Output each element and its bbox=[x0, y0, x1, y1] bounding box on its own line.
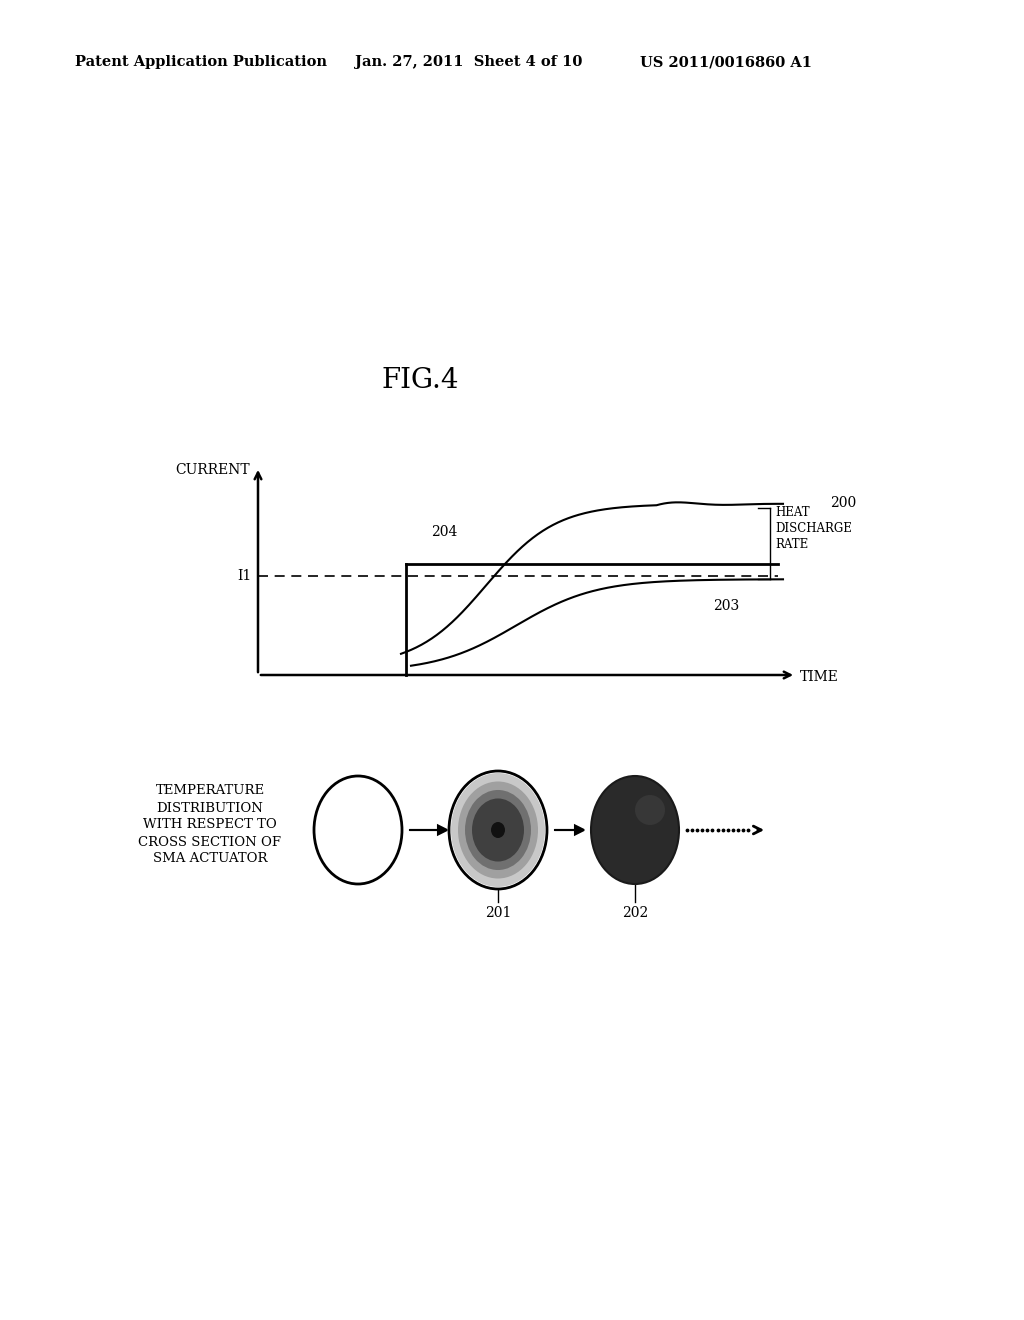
Ellipse shape bbox=[635, 795, 665, 825]
Ellipse shape bbox=[314, 776, 402, 884]
Ellipse shape bbox=[451, 774, 545, 887]
Text: 200: 200 bbox=[830, 496, 856, 510]
Text: Jan. 27, 2011  Sheet 4 of 10: Jan. 27, 2011 Sheet 4 of 10 bbox=[355, 55, 583, 69]
Text: CURRENT: CURRENT bbox=[175, 463, 250, 477]
Ellipse shape bbox=[449, 771, 547, 888]
Text: HEAT
DISCHARGE
RATE: HEAT DISCHARGE RATE bbox=[775, 506, 852, 550]
Text: I1: I1 bbox=[238, 569, 252, 583]
Ellipse shape bbox=[458, 781, 538, 879]
Ellipse shape bbox=[472, 799, 524, 862]
FancyArrow shape bbox=[555, 825, 584, 834]
Text: US 2011/0016860 A1: US 2011/0016860 A1 bbox=[640, 55, 812, 69]
Text: FIG.4: FIG.4 bbox=[381, 367, 459, 393]
Text: 203: 203 bbox=[713, 599, 739, 614]
Ellipse shape bbox=[591, 776, 679, 884]
Text: TIME: TIME bbox=[800, 671, 839, 684]
Text: 201: 201 bbox=[484, 906, 511, 920]
Text: Patent Application Publication: Patent Application Publication bbox=[75, 55, 327, 69]
Ellipse shape bbox=[490, 822, 505, 838]
Text: 204: 204 bbox=[431, 525, 458, 540]
Ellipse shape bbox=[465, 789, 531, 870]
FancyArrow shape bbox=[410, 825, 447, 834]
Text: 202: 202 bbox=[622, 906, 648, 920]
Text: TEMPERATURE
DISTRIBUTION
WITH RESPECT TO
CROSS SECTION OF
SMA ACTUATOR: TEMPERATURE DISTRIBUTION WITH RESPECT TO… bbox=[138, 784, 282, 866]
